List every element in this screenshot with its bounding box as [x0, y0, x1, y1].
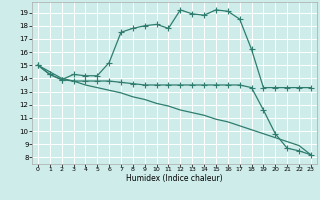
X-axis label: Humidex (Indice chaleur): Humidex (Indice chaleur) — [126, 174, 223, 183]
